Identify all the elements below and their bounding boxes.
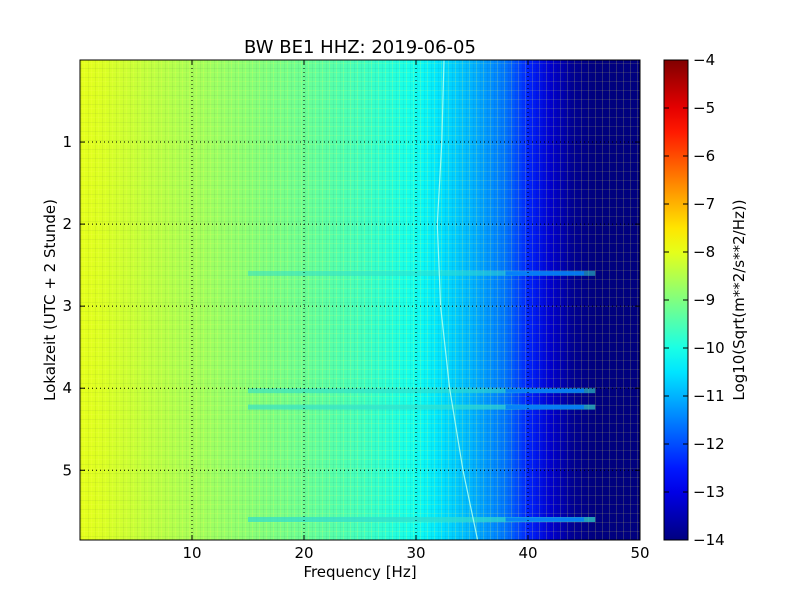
highlighted-band <box>248 270 596 276</box>
plot-frame <box>79 59 641 541</box>
y-axis-ticks: 1 2 3 4 5 <box>62 133 640 479</box>
y-tick-label: 4 <box>62 379 72 397</box>
colorbar-tick-label: −4 <box>693 51 715 69</box>
y-tick-label: 2 <box>62 215 72 233</box>
highlighted-band-tail <box>505 405 584 410</box>
x-tick-label: 40 <box>518 544 537 562</box>
colorbar-tick-label: −12 <box>693 435 725 453</box>
y-axis-label: Lokalzeit (UTC + 2 Stunde) <box>41 199 59 401</box>
highlighted-bands <box>248 270 596 522</box>
colorbar-tick-label: −11 <box>693 387 725 405</box>
highlighted-band-tail <box>505 388 584 393</box>
colorbar-tick-label: −5 <box>693 99 715 117</box>
colorbar-tick-label: −10 <box>693 339 725 357</box>
plot-area: 10 20 30 40 50 1 2 3 4 5 <box>62 59 650 562</box>
x-axis-ticks: 10 20 30 40 50 <box>182 60 650 562</box>
x-axis-label: Frequency [Hz] <box>303 563 416 581</box>
y-tick-label: 5 <box>62 461 72 479</box>
colorbar-label: Log10(Sqrt(m**2/s**2/Hz)) <box>730 199 748 400</box>
highlighted-band <box>248 404 596 410</box>
y-tick-label: 1 <box>62 133 72 151</box>
colorbar-tick-label: −9 <box>693 291 715 309</box>
x-tick-label: 20 <box>294 544 313 562</box>
highlighted-band <box>248 516 596 522</box>
y-tick-label: 3 <box>62 297 72 315</box>
x-tick-label: 10 <box>182 544 201 562</box>
chart-title: BW BE1 HHZ: 2019-06-05 <box>244 37 476 58</box>
spectrogram-rows <box>80 60 640 540</box>
highlighted-band-tail <box>505 271 584 276</box>
colorbar-tick-label: −8 <box>693 243 715 261</box>
colorbar-tick-label: −7 <box>693 195 715 213</box>
highlighted-band-tail <box>505 517 584 522</box>
highlighted-band <box>248 388 596 394</box>
x-tick-label: 50 <box>630 544 649 562</box>
colorbar-tick-label: −13 <box>693 483 725 501</box>
colorbar-ticks: −4 −5 −6 −7 −8 −9 −10 −11 −12 −13 −14 <box>664 51 725 549</box>
colorbar-tick-label: −6 <box>693 147 715 165</box>
x-tick-label: 30 <box>406 544 425 562</box>
colorbar: −4 −5 −6 −7 −8 −9 −10 −11 −12 −13 −14 Log10(Sqrt(m… <box>663 51 748 549</box>
colorbar-tick-label: −14 <box>693 531 725 549</box>
